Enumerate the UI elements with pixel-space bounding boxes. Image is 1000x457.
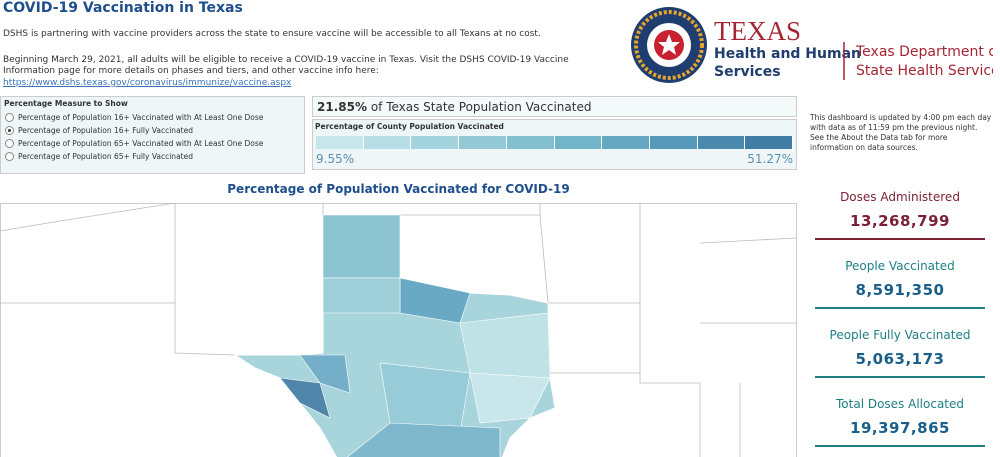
kpi-separator bbox=[815, 307, 985, 309]
option-label: Percentage of Population 16+ Vaccinated … bbox=[18, 113, 264, 122]
counties bbox=[279, 214, 551, 457]
filter-option[interactable]: Percentage of Population 65+ Vaccinated … bbox=[1, 137, 304, 150]
kpi: Total Doses Allocated 19,397,865 bbox=[815, 397, 985, 447]
kpi-value: 13,268,799 bbox=[850, 212, 950, 230]
filter-label: Percentage Measure to Show bbox=[4, 99, 128, 108]
page-title: COVID-19 Vaccination in Texas bbox=[3, 0, 243, 16]
kpi-label: People Vaccinated bbox=[845, 259, 955, 273]
option-label: Percentage of Population 65+ Fully Vacci… bbox=[18, 152, 193, 161]
logo-text: Health and Human bbox=[714, 46, 861, 62]
radio-button[interactable] bbox=[5, 139, 14, 148]
kpi-label: Total Doses Allocated bbox=[836, 397, 964, 411]
legend-max: 51.27% bbox=[747, 152, 793, 166]
ramp-step bbox=[459, 136, 507, 149]
kpi-separator bbox=[815, 376, 985, 378]
kpi: People Fully Vaccinated 5,063,173 bbox=[815, 328, 985, 378]
ramp-step bbox=[363, 136, 412, 149]
legend-title: Percentage of County Population Vaccinat… bbox=[315, 122, 504, 131]
update-note: This dashboard is updated by 4:00 pm eac… bbox=[810, 113, 992, 152]
map[interactable] bbox=[0, 203, 797, 457]
filter-option[interactable]: Percentage of Population 16+ Fully Vacci… bbox=[1, 124, 304, 137]
radio-button[interactable] bbox=[5, 113, 14, 122]
ramp-step bbox=[554, 136, 603, 149]
option-label: Percentage of Population 16+ Fully Vacci… bbox=[18, 126, 193, 135]
kpi-value: 19,397,865 bbox=[850, 419, 950, 437]
kpi-value: 5,063,173 bbox=[855, 350, 945, 368]
map-title: Percentage of Population Vaccinated for … bbox=[227, 182, 570, 196]
ramp-step bbox=[649, 136, 698, 149]
legend-ramp bbox=[316, 136, 794, 149]
summary-box: 21.85% of Texas State Population Vaccina… bbox=[312, 96, 797, 117]
filter-option[interactable]: Percentage of Population 16+ Vaccinated … bbox=[1, 111, 304, 124]
kpi: Doses Administered 13,268,799 bbox=[815, 190, 985, 240]
kpi-label: Doses Administered bbox=[840, 190, 960, 204]
intro-text: DSHS is partnering with vaccine provider… bbox=[3, 29, 541, 39]
legend-min: 9.55% bbox=[316, 152, 355, 166]
option-label: Percentage of Population 65+ Vaccinated … bbox=[18, 139, 264, 148]
ramp-step bbox=[506, 136, 555, 149]
filter-panel: Percentage Measure to Show Percentage of… bbox=[0, 96, 305, 174]
kpi-separator bbox=[815, 238, 985, 240]
logo-text: TEXAS bbox=[714, 16, 801, 46]
logo-text: State Health Services bbox=[856, 63, 993, 79]
seal-ring bbox=[634, 10, 704, 80]
legend: Percentage of County Population Vaccinat… bbox=[312, 119, 797, 170]
kpi: People Vaccinated 8,591,350 bbox=[815, 259, 985, 309]
logos: TEXAS Health and Human Services Texas De… bbox=[631, 7, 993, 83]
logo-text: Services bbox=[714, 64, 781, 80]
filter-option[interactable]: Percentage of Population 65+ Fully Vacci… bbox=[1, 150, 304, 163]
filter-options: Percentage of Population 16+ Vaccinated … bbox=[1, 111, 304, 163]
ramp-step bbox=[411, 136, 460, 149]
summary-value: 21.85% bbox=[317, 100, 367, 114]
kpi-label: People Fully Vaccinated bbox=[829, 328, 971, 342]
info-text: Beginning March 29, 2021, all adults wil… bbox=[3, 55, 569, 76]
logo-text: Texas Department of bbox=[855, 44, 993, 60]
vaccine-link[interactable]: https://www.dshs.texas.gov/coronavirus/i… bbox=[3, 78, 292, 88]
kpi-separator bbox=[815, 445, 985, 447]
ramp-step bbox=[697, 136, 746, 149]
ramp-step bbox=[316, 136, 364, 149]
kpi-value: 8,591,350 bbox=[855, 281, 945, 299]
seal-star bbox=[658, 34, 680, 55]
ramp-step bbox=[745, 136, 794, 149]
summary-text: of Texas State Population Vaccinated bbox=[370, 100, 592, 114]
ramp-step bbox=[602, 136, 650, 149]
radio-button[interactable] bbox=[5, 152, 14, 161]
radio-button[interactable] bbox=[5, 126, 14, 135]
